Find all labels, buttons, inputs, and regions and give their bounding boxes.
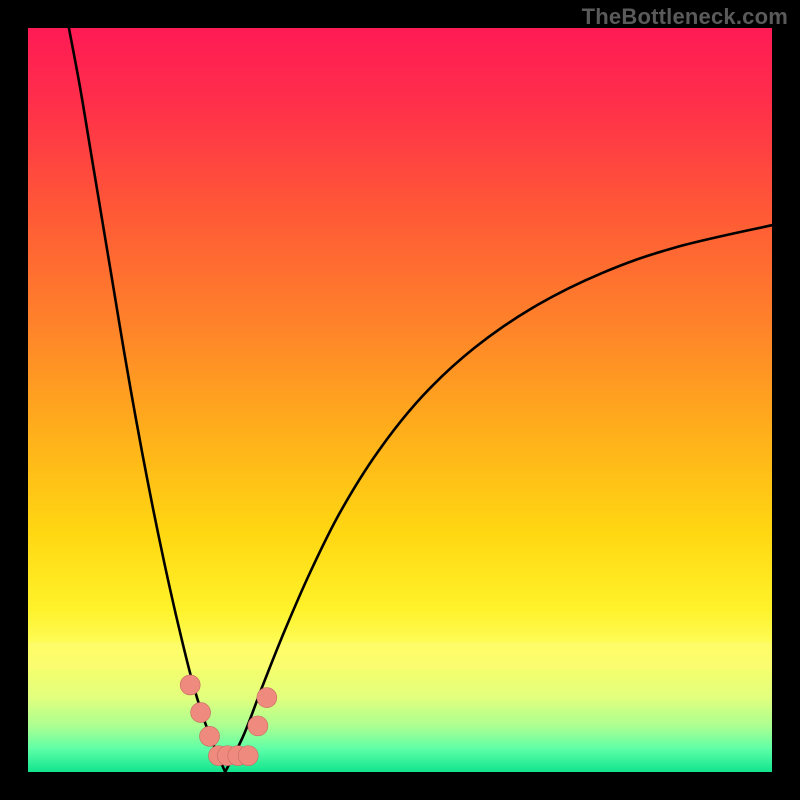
watermark-text: TheBottleneck.com [582,4,788,30]
marker-dot [257,688,277,708]
marker-dot [248,716,268,736]
plot-area [28,28,772,772]
marker-dot [191,702,211,722]
figure-container: TheBottleneck.com [0,0,800,800]
marker-dot [180,675,200,695]
curve-layer [28,28,772,772]
marker-dot [200,726,220,746]
curve-right [225,225,772,772]
curve-left [69,28,225,772]
marker-group [180,675,277,766]
marker-dot [238,746,258,766]
